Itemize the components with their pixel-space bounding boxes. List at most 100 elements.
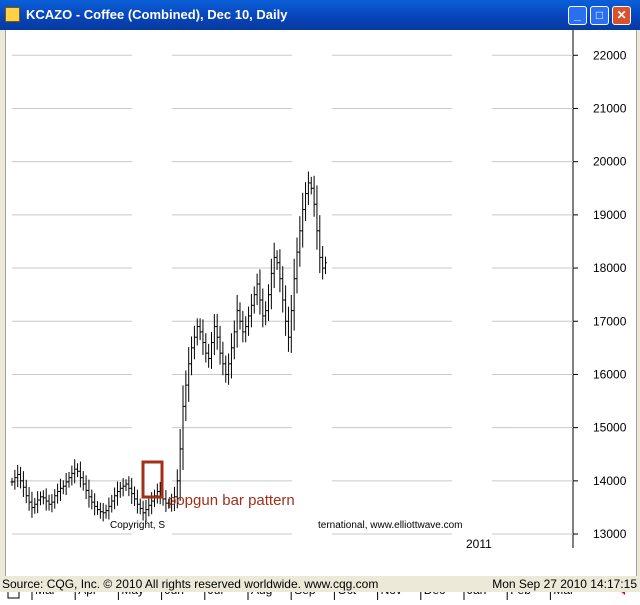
price-bar (30, 491, 34, 518)
title-bar[interactable]: KCAZO - Coffee (Combined), Dec 10, Daily… (0, 0, 640, 30)
price-bar (138, 498, 142, 515)
price-bar (78, 461, 82, 488)
price-bar (249, 293, 253, 328)
price-bar (104, 504, 108, 519)
price-bar (44, 488, 48, 511)
price-bar (304, 182, 308, 221)
popgun-label: popgun bar pattern (168, 492, 295, 509)
price-bar (81, 471, 85, 491)
price-bar (229, 333, 233, 379)
price-bar (56, 483, 60, 504)
price-bar (224, 355, 228, 383)
price-bar (181, 385, 185, 470)
price-bar (147, 498, 151, 517)
price-bar (107, 497, 111, 520)
price-bar (170, 493, 174, 512)
price-tick-label: 15000 (593, 421, 627, 435)
close-button[interactable]: ✕ (612, 6, 631, 25)
price-bar (212, 314, 216, 356)
price-bar (76, 463, 80, 478)
price-tick-label: 21000 (593, 101, 627, 115)
price-bar (155, 483, 159, 504)
price-bar (210, 332, 213, 369)
price-bar (121, 478, 125, 497)
price-bar (238, 302, 242, 330)
price-tick-label: 14000 (593, 474, 627, 488)
price-bar (298, 216, 302, 267)
chart-area: 13000 14000 15000 16000 17000 18000 19000 20000… (5, 30, 637, 600)
price-bar (47, 494, 51, 511)
price-tick-label: 18000 (593, 261, 627, 275)
price-bar (221, 341, 225, 376)
price-bar (306, 171, 310, 206)
price-bar (93, 493, 97, 516)
copyright-right: ternational, www.elliottwave.com (318, 520, 463, 531)
price-bar (73, 459, 77, 484)
price-bar (150, 492, 154, 515)
price-bar (64, 473, 68, 496)
price-bar (301, 192, 305, 248)
price-bar (278, 249, 282, 293)
price-tick-label: 20000 (593, 155, 627, 169)
price-bar (13, 469, 17, 490)
price-bar (98, 502, 102, 519)
price-bar (70, 465, 74, 486)
price-bar (269, 258, 273, 310)
price-tick-label: 17000 (593, 314, 627, 328)
price-bar (215, 314, 219, 350)
price-bar (272, 242, 276, 289)
status-bar: Source: CQG, Inc. © 2010 All rights rese… (0, 576, 640, 592)
price-bar (204, 333, 208, 363)
price-bar (264, 301, 268, 326)
price-bar (184, 370, 188, 421)
status-source: Source: CQG, Inc. © 2010 All rights rese… (2, 577, 379, 591)
minimize-button[interactable]: _ (568, 6, 587, 25)
price-bar (39, 491, 42, 506)
price-bar (21, 471, 25, 497)
price-bar (135, 489, 139, 514)
price-bar (201, 319, 205, 356)
price-bar (130, 477, 134, 504)
price-bar (101, 503, 105, 522)
price-bar (10, 477, 14, 486)
price-bar (84, 475, 88, 500)
price-bar (318, 215, 322, 274)
price-bar (281, 266, 285, 313)
price-bar (61, 480, 65, 495)
price-bar (172, 486, 176, 512)
price-bar (255, 273, 259, 306)
price-bar (19, 466, 23, 489)
year-marker: 2011 (466, 537, 492, 551)
price-bar (113, 487, 117, 510)
price-bar (164, 490, 168, 513)
price-bar (175, 469, 179, 509)
price-bar (286, 306, 290, 352)
window-title: KCAZO - Coffee (Combined), Dec 10, Daily (26, 7, 288, 22)
price-bar (244, 316, 248, 343)
price-bar (50, 494, 54, 513)
price-bar (258, 269, 262, 315)
price-bar (16, 464, 20, 488)
price-bar (41, 490, 45, 505)
price-bar (133, 486, 137, 507)
price-bar (315, 185, 319, 250)
price-bar (284, 285, 288, 336)
price-bar (53, 489, 57, 509)
popgun-highlight-box (141, 460, 164, 499)
price-tick-label: 16000 (593, 367, 627, 381)
price-bar (227, 353, 231, 385)
price-bar (87, 479, 91, 508)
price-bar (96, 501, 99, 515)
price-bar (324, 256, 327, 275)
price-bar (124, 479, 128, 492)
price-bar (309, 176, 313, 195)
price-tick-label: 13000 (593, 527, 627, 541)
maximize-button[interactable]: □ (590, 6, 609, 25)
price-bar (192, 325, 196, 360)
gridlines (12, 54, 573, 535)
app-icon (5, 7, 20, 22)
price-bar (141, 500, 145, 521)
price-bar (27, 487, 31, 511)
price-bar (144, 500, 148, 523)
